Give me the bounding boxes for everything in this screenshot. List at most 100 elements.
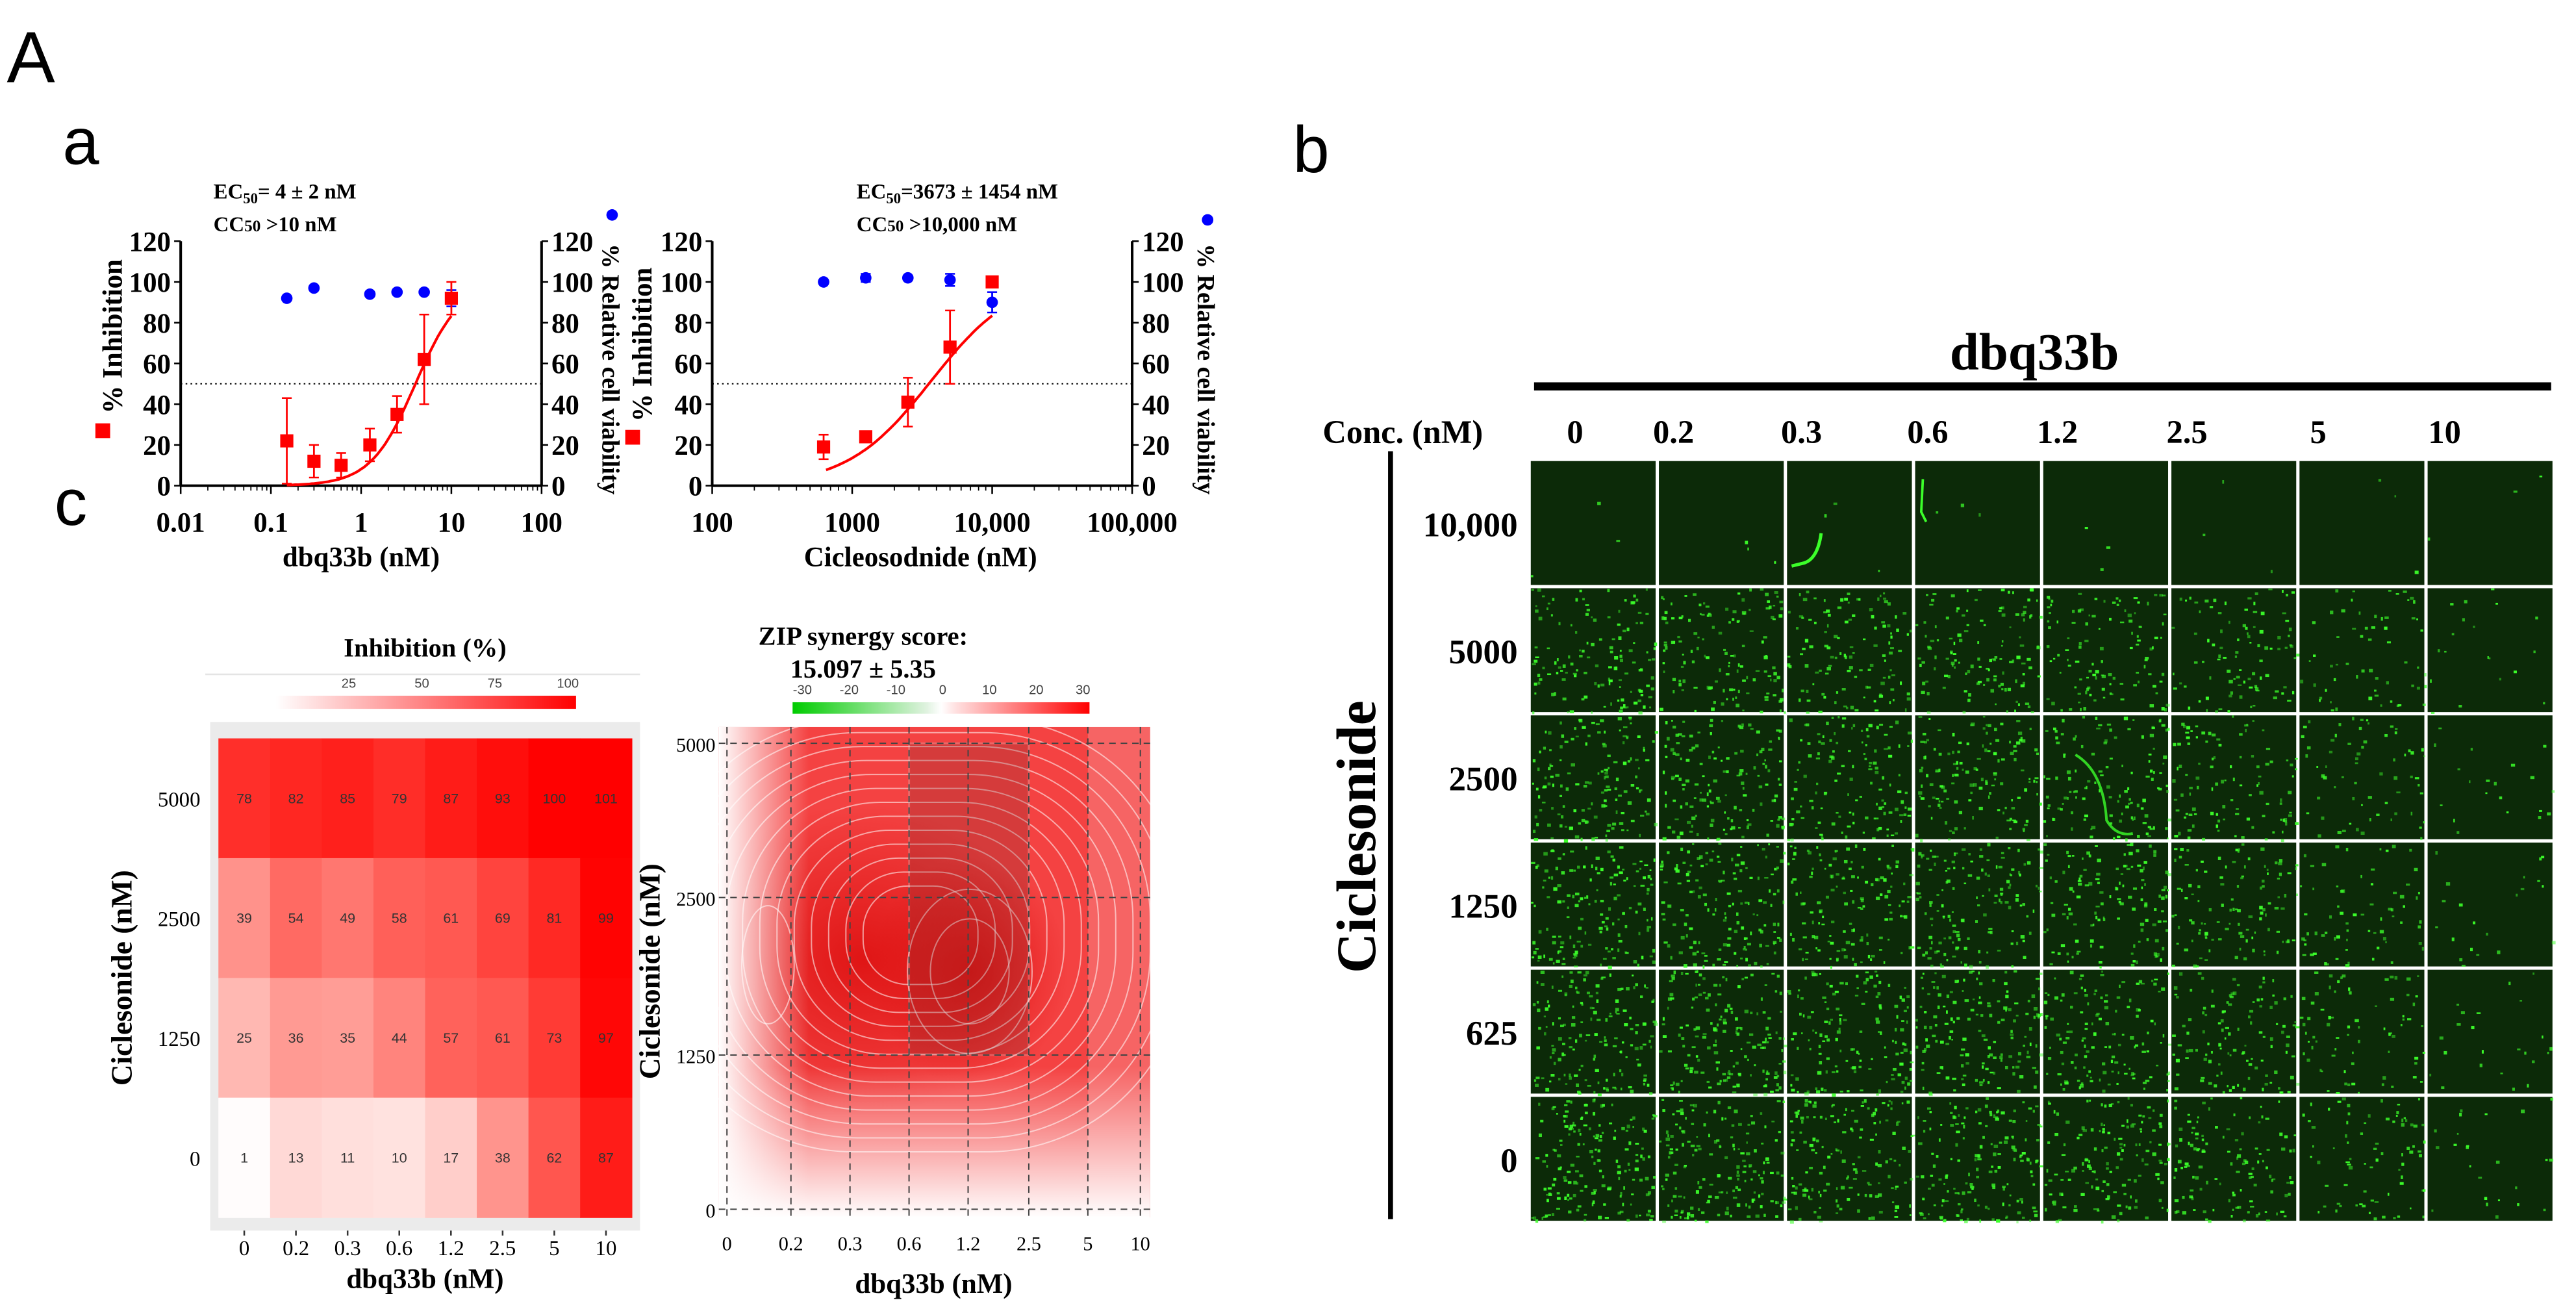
fluorescent-cell <box>1706 1111 1708 1114</box>
fluorescent-cell <box>2145 919 2149 922</box>
fluorescent-cell <box>1815 1152 1817 1154</box>
fluorescent-cell <box>1635 758 1639 761</box>
fluorescent-cell <box>1862 1170 1867 1172</box>
fluorescent-cell <box>2117 898 2121 900</box>
fluorescent-cell <box>2443 1050 2447 1055</box>
fluorescent-cell <box>1674 1209 1678 1213</box>
fluorescent-cell <box>2078 701 2081 704</box>
fluorescent-cell <box>1556 960 1560 963</box>
fluorescent-cell <box>2264 1211 2267 1213</box>
fluorescent-cell <box>2086 1099 2089 1102</box>
fluorescent-cell <box>1966 609 1969 612</box>
fluorescent-cell <box>1887 867 1891 870</box>
fluorescent-cell <box>1963 1125 1965 1129</box>
fluorescent-cell <box>1747 902 1750 906</box>
fluorescent-cell <box>2099 789 2101 793</box>
fluorescent-cell <box>1613 873 1619 876</box>
fluorescent-cell <box>2009 661 2013 663</box>
fluorescent-cell <box>1917 864 1921 868</box>
fluorescent-cell <box>2130 771 2133 774</box>
fluorescent-cell <box>2155 952 2160 957</box>
fluorescent-cell <box>2319 696 2323 700</box>
heatmap-cell-value: 54 <box>288 911 304 926</box>
dose-response-chart-ciclesonide: EC50=3673 ± 1454 nM CC50 >10,000 nM Cicl… <box>625 181 1219 572</box>
fluorescent-cell <box>1819 973 1821 975</box>
fluorescent-cell <box>2232 1086 2235 1089</box>
fluorescent-cell <box>1663 881 1668 884</box>
micrograph-background <box>1915 588 2040 713</box>
fluorescent-cell <box>2284 820 2288 822</box>
colorbar-tick-label: 100 <box>557 676 579 691</box>
fluorescent-cell <box>1572 944 1576 948</box>
fluorescent-cell <box>1754 961 1758 965</box>
fluorescent-cell <box>1994 656 1998 659</box>
fluorescent-cell <box>2315 1040 2317 1043</box>
fluorescent-cell <box>1787 656 1791 658</box>
fluorescent-cell <box>2138 1175 2141 1177</box>
fluorescent-cell <box>1949 1036 1951 1040</box>
fluorescent-cell <box>1739 665 1743 668</box>
fluorescent-cell <box>2090 1076 2092 1079</box>
fluorescent-cell <box>1760 997 1763 1001</box>
fluorescent-cell <box>1915 834 1919 838</box>
fluorescent-cell <box>2149 704 2154 707</box>
fluorescent-cell <box>1895 720 1899 724</box>
fluorescent-cell <box>1933 748 1936 751</box>
fluorescent-cell <box>2140 898 2143 902</box>
fluorescent-cell <box>2000 893 2003 897</box>
fluorescent-cell <box>2247 597 2252 600</box>
fluorescent-cell <box>2080 986 2083 989</box>
fluorescent-cell <box>2370 868 2375 871</box>
fluorescent-cell <box>2282 830 2284 834</box>
fluorescent-cell <box>1900 1028 1904 1032</box>
fluorescent-cell <box>2291 591 2295 594</box>
fluorescent-cell <box>1728 661 1730 664</box>
heatmap-cell <box>425 738 477 859</box>
fluorescent-cell <box>2057 807 2061 810</box>
fluorescent-cell <box>2154 978 2158 981</box>
fluorescent-cell <box>2237 1206 2241 1209</box>
heatmap-cell-value: 57 <box>443 1030 459 1046</box>
fluorescent-cell <box>2285 619 2290 622</box>
fluorescent-cell <box>1727 1004 1731 1008</box>
fluorescent-cell <box>2421 1025 2424 1028</box>
fluorescent-cell <box>1946 994 1950 999</box>
fluorescent-cell <box>1684 1063 1688 1067</box>
fluorescent-cell <box>1818 1190 1821 1194</box>
fluorescent-cell <box>1610 702 1612 706</box>
fluorescent-cell <box>2519 1000 2523 1002</box>
fluorescent-cell <box>1580 1002 1584 1004</box>
fluorescent-cell <box>1988 888 1991 892</box>
viability-point <box>860 272 872 284</box>
fluorescent-cell <box>1932 1164 1936 1168</box>
fluorescent-cell <box>1742 679 1746 682</box>
fluorescent-cell <box>2046 645 2050 648</box>
fluorescent-cell <box>1806 1115 1809 1119</box>
fluorescent-cell <box>1684 595 1687 597</box>
fluorescent-cell <box>2073 791 2075 793</box>
fluorescent-cell <box>2270 1045 2273 1049</box>
fluorescent-cell <box>2133 1179 2137 1183</box>
fluorescent-cell <box>1568 1037 1572 1039</box>
y-tick-label-left: 80 <box>674 309 702 339</box>
fluorescent-cell <box>1811 806 1814 809</box>
fluorescent-cell <box>2095 676 2097 680</box>
heatmap-cell <box>425 858 477 979</box>
fluorescent-cell <box>1836 1070 1839 1073</box>
fluorescent-cell <box>1946 958 1949 961</box>
fluorescent-cell <box>1882 654 1886 657</box>
fluorescent-cell <box>2321 1070 2323 1073</box>
fluorescent-cell <box>1763 924 1767 927</box>
fluorescent-cell <box>1745 541 1749 544</box>
fluorescent-cell <box>1847 825 1851 828</box>
fluorescent-cell <box>1664 611 1668 615</box>
fluorescent-cell <box>1958 741 1962 745</box>
fluorescent-cell <box>2127 1178 2131 1181</box>
fluorescent-cell <box>2000 1053 2003 1056</box>
fluorescent-cell <box>1548 1214 1551 1217</box>
fluorescent-cell <box>1730 1010 1734 1014</box>
fluorescent-cell <box>1690 650 1693 653</box>
fluorescent-cell <box>2249 1176 2252 1179</box>
fluorescent-cell <box>1761 1142 1764 1145</box>
fluorescent-cell <box>2289 811 2292 814</box>
